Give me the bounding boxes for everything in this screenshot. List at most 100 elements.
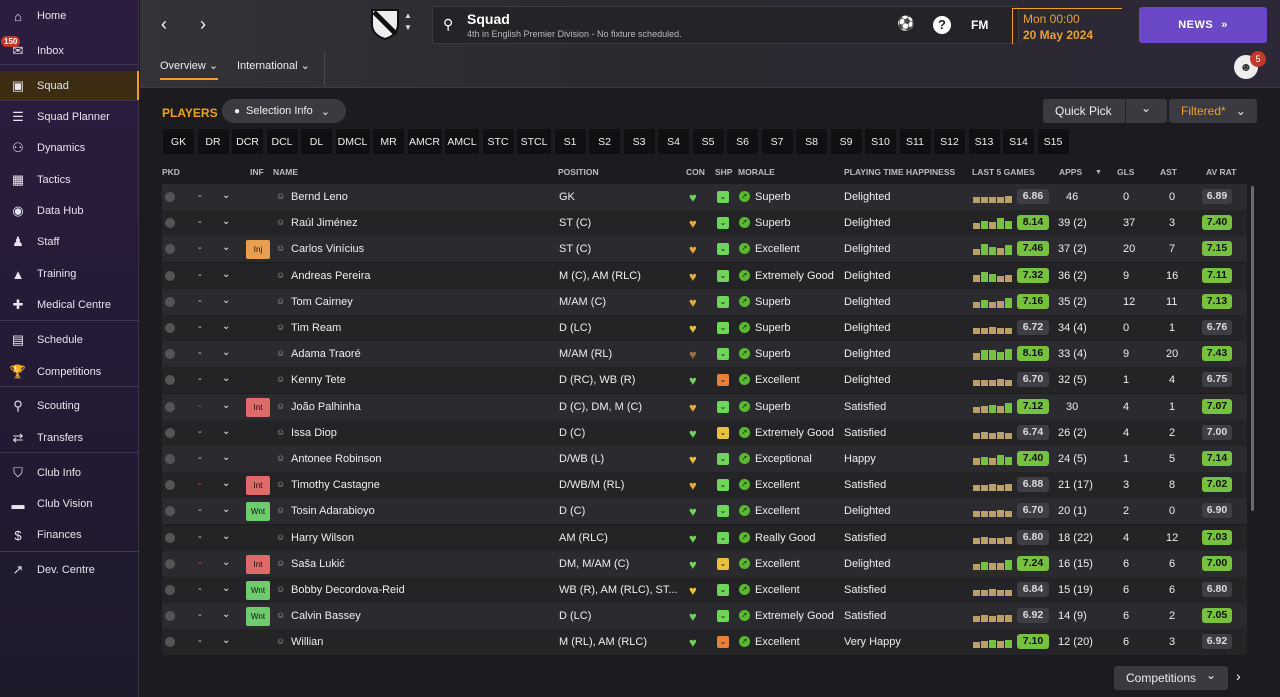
player-name[interactable]: Tim Ream <box>291 322 342 334</box>
chevron-down-icon[interactable]: ⌄ <box>222 242 231 254</box>
position-filter-s2[interactable]: S2 <box>589 129 620 154</box>
position-filter-s14[interactable]: S14 <box>1003 129 1034 154</box>
competitions-button[interactable]: Competitions ⌄ <box>1114 666 1228 690</box>
sidebar-item-schedule[interactable]: ▤ Schedule <box>0 325 139 355</box>
position-filter-dcl[interactable]: DCL <box>266 129 298 154</box>
position-filter-s7[interactable]: S7 <box>761 129 793 154</box>
quick-pick-button[interactable]: Quick Pick ⌄ <box>1043 99 1167 123</box>
picked-toggle[interactable] <box>165 270 175 281</box>
tab-overview[interactable]: Overview ⌄ <box>160 59 219 80</box>
position-filter-s15[interactable]: S15 <box>1037 129 1069 154</box>
chevron-down-icon[interactable]: ⌄ <box>222 556 231 568</box>
position-filter-s3[interactable]: S3 <box>623 129 655 154</box>
table-row[interactable]: - ⌄ Int ☺ João Palhinha D (C), DM, M (C) ♥ ⌄ ➚ Su… <box>162 393 1247 420</box>
column-header-pkd[interactable]: PKD <box>162 167 180 177</box>
club-switcher-icon[interactable]: ▲ ▼ <box>404 11 412 32</box>
player-name[interactable]: Willian <box>291 636 324 649</box>
column-header-last5[interactable]: LAST 5 GAMES <box>972 167 1035 177</box>
news-button[interactable]: NEWS » <box>1139 7 1267 43</box>
position-filter-s12[interactable]: S12 <box>934 129 965 154</box>
picked-toggle[interactable] <box>165 454 175 464</box>
player-name[interactable]: João Palhinha <box>291 400 361 413</box>
column-header-avrat[interactable]: AV RAT <box>1206 167 1237 177</box>
table-row[interactable]: - ⌄ Wnt ☺ Calvin Bassey D (LC) ♥ ⌄ ➚ Extremely Go… <box>162 603 1247 630</box>
position-filter-s5[interactable]: S5 <box>692 129 724 154</box>
table-row[interactable]: - ⌄ ☺ Tom Cairney M/AM (C) ♥ ⌄ ➚ Superb Delighted… <box>162 288 1247 315</box>
sidebar-item-dev-centre[interactable]: ↗ Dev. Centre <box>0 555 139 585</box>
tab-international[interactable]: International ⌄ <box>237 60 310 72</box>
picked-toggle[interactable] <box>165 427 175 438</box>
sidebar-item-data-hub[interactable]: ◉ Data Hub <box>0 196 139 226</box>
table-row[interactable]: - ⌄ ☺ Raúl Jiménez ST (C) ♥ ⌄ ➚ Superb Delighted 8… <box>162 210 1247 237</box>
position-filter-mr[interactable]: MR <box>373 129 404 154</box>
column-header-position[interactable]: POSITION <box>558 167 599 177</box>
chevron-down-icon[interactable]: ⌄ <box>222 452 231 463</box>
position-filter-s9[interactable]: S9 <box>830 129 862 154</box>
position-filter-stcl[interactable]: STCL <box>517 129 551 154</box>
player-name[interactable]: Andreas Pereira <box>291 269 371 282</box>
player-name[interactable]: Issa Diop <box>291 426 337 439</box>
position-filter-gk[interactable]: GK <box>163 129 194 154</box>
picked-toggle[interactable] <box>165 480 175 491</box>
picked-toggle[interactable] <box>165 218 175 229</box>
picked-toggle[interactable] <box>165 296 175 307</box>
chevron-down-icon[interactable]: ⌄ <box>222 530 231 542</box>
column-header-name[interactable]: NAME <box>273 167 299 177</box>
sidebar-item-staff[interactable]: ♟ Staff <box>0 227 139 257</box>
table-row[interactable]: - ⌄ ☺ Harry Wilson AM (RLC) ♥ ⌄ ➚ Really Good Sat… <box>162 524 1247 551</box>
table-row[interactable]: - ⌄ ☺ Bernd Leno GK ♥ ⌄ ➚ Superb Delighted 6.86 46 0… <box>162 184 1247 210</box>
table-row[interactable]: - ⌄ ☺ Willian M (RL), AM (RLC) ♥ ⌄ ➚ Excellent Ve… <box>162 629 1247 656</box>
position-filter-s6[interactable]: S6 <box>727 129 758 154</box>
picked-toggle[interactable] <box>165 192 175 202</box>
chevron-down-icon[interactable]: ⌄ <box>222 294 231 306</box>
chevron-down-icon[interactable]: ⌄ <box>222 609 231 621</box>
filter-button[interactable]: Filtered* ⌄ <box>1169 99 1257 123</box>
player-name[interactable]: Tosin Adarabioyo <box>291 505 375 518</box>
picked-toggle[interactable] <box>165 532 175 543</box>
sidebar-item-home[interactable]: ⌂ Home <box>0 1 139 31</box>
column-header-apps[interactable]: APPS <box>1059 167 1083 177</box>
column-header-pth[interactable]: PLAYING TIME HAPPINESS <box>844 167 956 177</box>
table-row[interactable]: - ⌄ ☺ Kenny Tete D (RC), WB (R) ♥ ⌄ ➚ Excellent D… <box>162 367 1247 394</box>
sidebar-item-dynamics[interactable]: ⚇ Dynamics <box>0 133 139 163</box>
picked-toggle[interactable] <box>165 244 175 255</box>
column-header-inf[interactable]: INF <box>250 167 264 177</box>
club-crest-icon[interactable] <box>370 8 400 41</box>
player-name[interactable]: Raúl Jiménez <box>291 217 358 230</box>
column-header-con[interactable]: CON <box>686 167 705 177</box>
table-row[interactable]: - ⌄ Int ☺ Saša Lukić DM, M/AM (C) ♥ ⌄ ➚ Excellent… <box>162 550 1247 577</box>
chevron-down-icon[interactable]: ⌄ <box>222 347 231 359</box>
picked-toggle[interactable] <box>165 323 175 333</box>
position-filter-s11[interactable]: S11 <box>899 129 931 154</box>
chevron-down-icon[interactable]: ⌄ <box>222 190 231 201</box>
picked-toggle[interactable] <box>165 637 175 648</box>
player-name[interactable]: Calvin Bassey <box>291 610 361 623</box>
chevron-down-icon[interactable]: ⌄ <box>222 399 231 411</box>
player-name[interactable]: Timothy Castagne <box>291 479 380 492</box>
sidebar-item-inbox[interactable]: ✉ Inbox <box>0 36 139 66</box>
sidebar-item-transfers[interactable]: ⇄ Transfers <box>0 423 139 453</box>
position-filter-dl[interactable]: DL <box>301 129 332 154</box>
player-name[interactable]: Harry Wilson <box>291 531 354 544</box>
position-filter-s4[interactable]: S4 <box>658 129 689 154</box>
help-icon[interactable]: ? <box>933 16 951 34</box>
chevron-down-icon[interactable]: ⌄ <box>222 321 231 332</box>
sidebar-item-squad[interactable]: ▣ Squad <box>0 71 139 101</box>
sidebar-item-club-info[interactable]: ⛉ Club Info <box>0 458 139 488</box>
search-icon[interactable]: ⚲ <box>443 16 454 32</box>
position-filter-s10[interactable]: S10 <box>865 129 896 154</box>
scrollbar[interactable] <box>1251 186 1254 511</box>
position-filter-amcr[interactable]: AMCR <box>407 129 442 154</box>
table-row[interactable]: - ⌄ Int ☺ Timothy Castagne D/WB/M (RL) ♥ ⌄ ➚ Exce… <box>162 472 1247 499</box>
chevron-down-icon[interactable]: ⌄ <box>222 425 231 437</box>
sort-desc-icon[interactable]: ▼ <box>1095 169 1102 176</box>
table-row[interactable]: - ⌄ ☺ Issa Diop D (C) ♥ ⌄ ➚ Extremely Good Satisf… <box>162 419 1247 446</box>
sidebar-item-scouting[interactable]: ⚲ Scouting <box>0 391 139 421</box>
next-page-icon[interactable]: › <box>1236 668 1241 684</box>
player-name[interactable]: Antonee Robinson <box>291 453 382 465</box>
chevron-down-icon[interactable]: ⌄ <box>222 373 231 385</box>
chevron-down-icon[interactable]: ⌄ <box>222 216 231 228</box>
table-row[interactable]: - ⌄ ☺ Tim Ream D (LC) ♥ ⌄ ➚ Superb Delighted 6.72 3… <box>162 315 1247 341</box>
date-box[interactable]: Mon 00:00 20 May 2024 <box>1012 8 1122 44</box>
position-filter-dr[interactable]: DR <box>197 129 229 154</box>
